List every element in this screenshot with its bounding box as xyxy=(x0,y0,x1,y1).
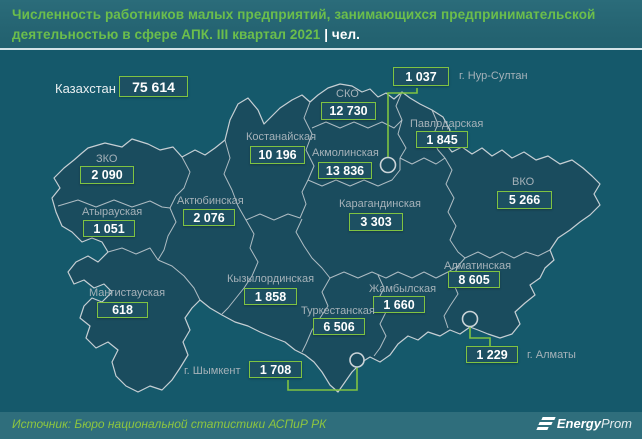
value-box-akmola: 13 836 xyxy=(318,162,372,179)
value-box-shymkent: 1 708 xyxy=(249,361,302,378)
energyprom-logo: EnergyProm xyxy=(536,416,632,431)
region-label-mangystau: Мангистауская xyxy=(89,287,166,299)
region-label-akmola: Акмолинская xyxy=(312,147,379,159)
value-box-sko: 12 730 xyxy=(321,102,376,120)
value-box-zhambyl: 1 660 xyxy=(373,296,425,313)
region-label-pavlodar: Павлодарская xyxy=(410,118,484,130)
almaty-marker xyxy=(461,310,479,328)
almaty-connector xyxy=(469,327,491,347)
region-label-zko: ЗКО xyxy=(96,153,118,165)
logo-text-prom: Prom xyxy=(600,416,632,431)
region-label-sko: СКО xyxy=(336,88,359,100)
value-box-almaty-city: 1 229 xyxy=(466,346,518,363)
logo-text-energy: Energy xyxy=(556,416,601,431)
footer-bar: Источник: Бюро национальной статистики А… xyxy=(0,412,642,439)
value-box-atyrau: 1 051 xyxy=(83,220,135,237)
region-label-shymkent: г. Шымкент xyxy=(184,365,241,377)
value-box-turkestan: 6 506 xyxy=(313,318,365,335)
value-box-pavlodar: 1 845 xyxy=(416,131,468,148)
title-text: Численность работников малых предприятий… xyxy=(12,7,596,42)
value-box-aktobe: 2 076 xyxy=(183,209,235,226)
region-label-karaganda: Карагандинская xyxy=(339,198,421,210)
value-box-kostanay: 10 196 xyxy=(250,146,305,164)
value-box-karaganda: 3 303 xyxy=(349,213,403,231)
source-note: Источник: Бюро национальной статистики А… xyxy=(12,417,327,431)
title-unit: | чел. xyxy=(324,26,360,42)
region-label-vko: ВКО xyxy=(512,176,535,188)
callout-connectors xyxy=(287,88,491,391)
region-label-almaty-city: г. Алматы xyxy=(527,349,576,361)
shymkent-marker xyxy=(349,352,365,368)
region-label-almaty-region: Алматинская xyxy=(444,260,512,272)
region-label-kostanay: Костанайская xyxy=(246,131,317,143)
value-box-mangystau: 618 xyxy=(97,302,148,318)
region-label-zhambyl: Жамбылская xyxy=(369,283,437,295)
nur-sultan-marker xyxy=(379,156,397,174)
energyprom-logo-text: EnergyProm xyxy=(557,416,632,431)
value-box-kyzylorda: 1 858 xyxy=(244,288,297,305)
value-box-nur-sultan: 1 037 xyxy=(393,67,449,86)
nur-sultan-connector xyxy=(387,88,418,157)
region-label-turkestan: Туркестанская xyxy=(301,305,375,317)
region-label-aktobe: Актюбинская xyxy=(177,195,244,207)
region-label-atyrau: Атырауская xyxy=(82,206,143,218)
country-value-box: 75 614 xyxy=(119,76,188,97)
energyprom-icon xyxy=(536,416,556,431)
value-box-zko: 2 090 xyxy=(80,166,134,184)
shymkent-connector xyxy=(287,367,358,391)
header: Численность работников малых предприятий… xyxy=(0,0,642,50)
value-box-vko: 5 266 xyxy=(497,191,552,209)
page-title: Численность работников малых предприятий… xyxy=(12,5,632,44)
region-label-kyzylorda: Кызылординская xyxy=(227,273,315,285)
value-box-almaty-region: 8 605 xyxy=(448,271,500,288)
country-label: Казахстан xyxy=(55,81,116,96)
region-label-nur-sultan: г. Нур-Султан xyxy=(459,70,528,82)
